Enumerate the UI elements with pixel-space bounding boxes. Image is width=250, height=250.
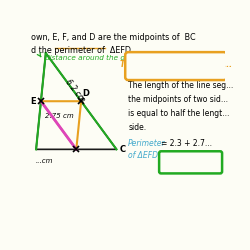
- Text: d the perimeter of  ΔEFD.: d the perimeter of ΔEFD.: [31, 46, 134, 55]
- Text: of ΔEFD: of ΔEFD: [128, 151, 158, 160]
- Text: side.: side.: [128, 122, 146, 132]
- Text: 6.2 cm: 6.2 cm: [64, 78, 87, 104]
- Text: 2.75 cm: 2.75 cm: [45, 113, 74, 119]
- Text: the midpoints of two sid...: the midpoints of two sid...: [128, 95, 228, 104]
- Text: distance around the outside edge: distance around the outside edge: [45, 55, 168, 61]
- Text: The length of the line seg...: The length of the line seg...: [128, 81, 234, 90]
- Text: E: E: [30, 97, 36, 106]
- Text: = 8.15 cm: = 8.15 cm: [167, 157, 214, 166]
- Text: is equal to half the lengt...: is equal to half the lengt...: [128, 109, 230, 118]
- Text: = 2.3 + 2.7...: = 2.3 + 2.7...: [161, 139, 212, 148]
- FancyBboxPatch shape: [125, 52, 227, 80]
- Text: ...cm: ...cm: [36, 158, 54, 164]
- Text: Perimeter: Perimeter: [128, 139, 166, 148]
- Text: own, E, F, and D are the midpoints of  BC: own, E, F, and D are the midpoints of BC: [31, 33, 196, 42]
- Text: C: C: [120, 145, 126, 154]
- Text: Triangle Midsegment Th...: Triangle Midsegment Th...: [120, 60, 232, 69]
- FancyBboxPatch shape: [159, 151, 222, 174]
- Text: D: D: [82, 89, 89, 98]
